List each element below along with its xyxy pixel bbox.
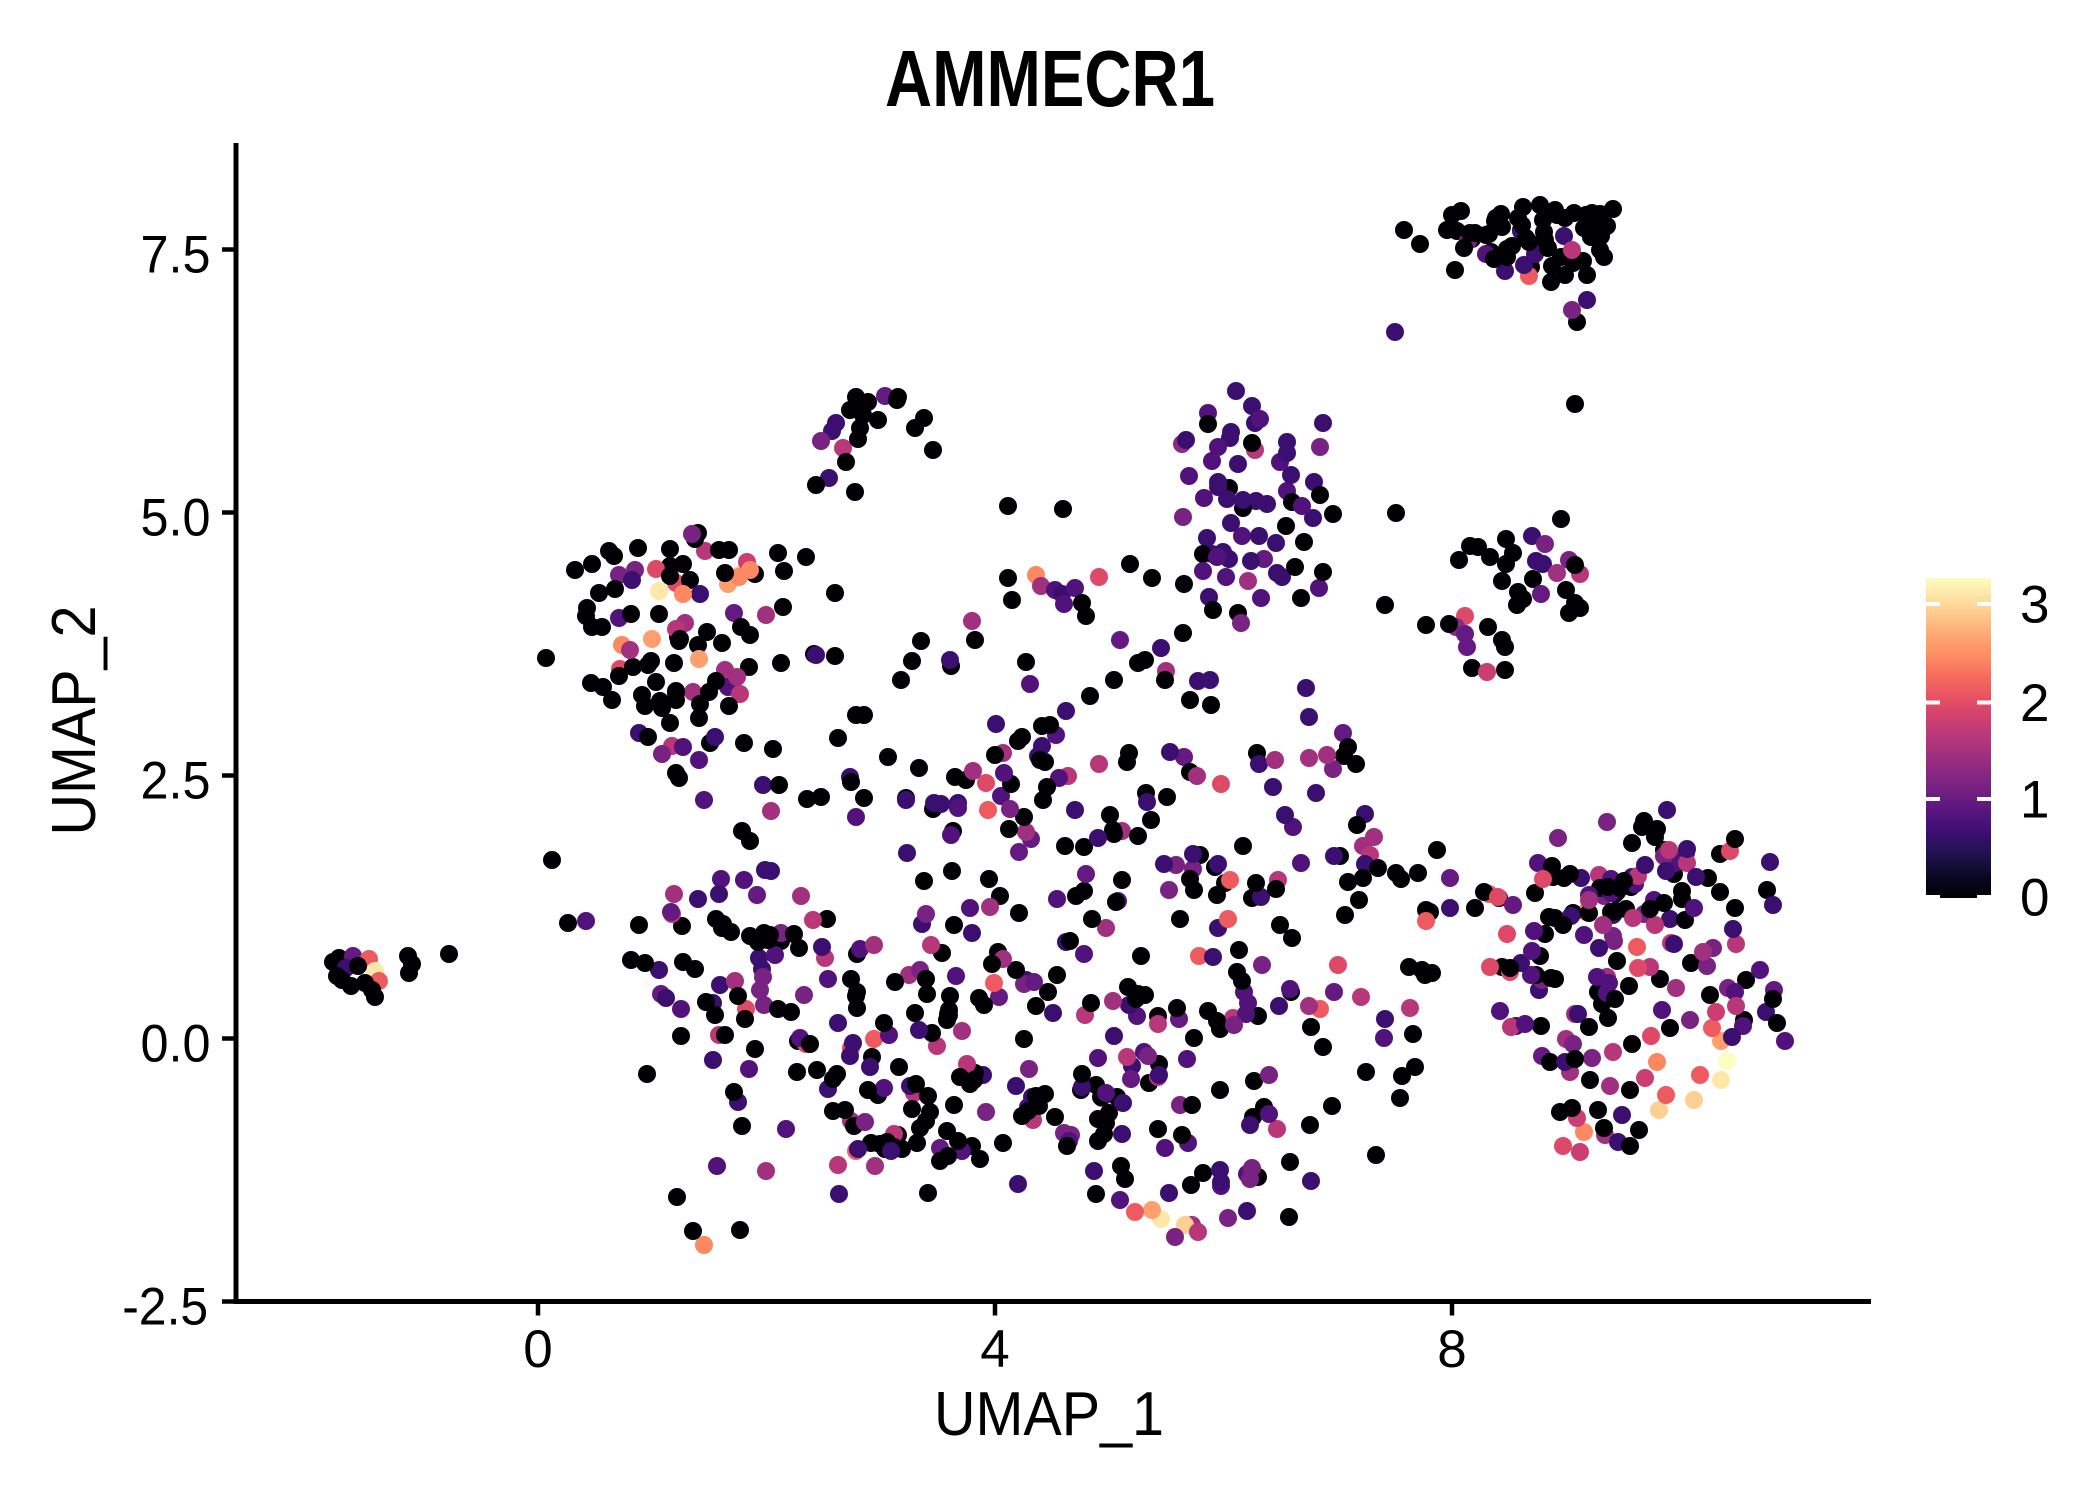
- svg-text:UMAP_1: UMAP_1: [934, 1380, 1164, 1449]
- svg-text:2.5: 2.5: [141, 751, 211, 810]
- svg-text:UMAP_2: UMAP_2: [40, 606, 109, 836]
- svg-text:4: 4: [980, 1320, 1009, 1379]
- svg-text:-2.5: -2.5: [122, 1277, 208, 1336]
- svg-text:7.5: 7.5: [141, 225, 211, 284]
- svg-text:1: 1: [2020, 771, 2049, 830]
- svg-text:2: 2: [2020, 674, 2049, 733]
- svg-text:3: 3: [2020, 576, 2049, 635]
- svg-text:0.0: 0.0: [141, 1014, 211, 1073]
- svg-text:0: 0: [523, 1320, 552, 1379]
- svg-text:8: 8: [1437, 1320, 1466, 1379]
- svg-text:0: 0: [2020, 869, 2049, 928]
- svg-text:5.0: 5.0: [141, 488, 211, 547]
- svg-text:AMMECR1: AMMECR1: [885, 34, 1215, 123]
